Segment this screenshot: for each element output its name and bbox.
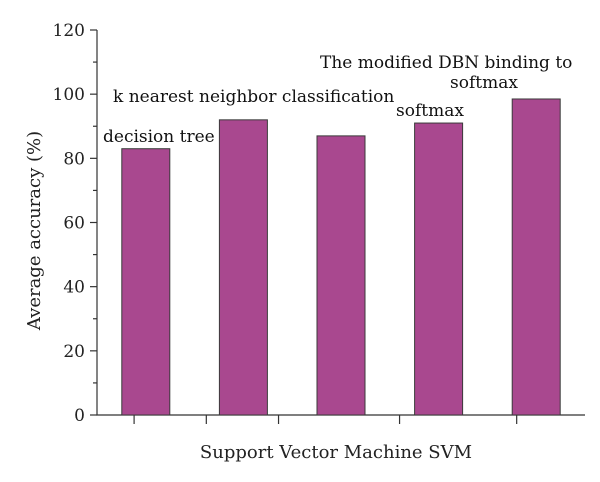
bar-annotation-line: softmax (396, 101, 464, 121)
y-tick-label: 60 (63, 214, 85, 234)
bar (218, 119, 268, 416)
bar-annotation: decision tree (103, 127, 215, 147)
bar (121, 148, 171, 416)
bar-annotation-line: decision tree (103, 127, 215, 147)
y-axis-label: Average accuracy (%) (24, 131, 45, 331)
bar (414, 122, 464, 416)
y-tick-label: 20 (63, 342, 85, 362)
bar (316, 135, 366, 416)
y-tick-label: 120 (53, 21, 85, 41)
y-tick-label: 80 (63, 149, 85, 169)
bar (511, 98, 561, 416)
plot-area: 0 20 40 60 80 100 120 decision tree k nearest ne… (53, 21, 585, 426)
y-tick-label: 100 (53, 85, 85, 105)
bar-annotation: softmax (396, 101, 464, 121)
bar-annotation-line: The modified DBN binding to (320, 53, 572, 73)
y-tick-label: 40 (63, 278, 85, 298)
bar-annotation-line: k nearest neighbor classification (113, 87, 394, 107)
bar-annotation: The modified DBN binding to softmax (320, 53, 572, 93)
y-tick-label: 0 (74, 406, 85, 426)
x-axis-label: Support Vector Machine SVM (200, 442, 472, 463)
bar-annotation-line: softmax (450, 73, 518, 93)
bar-annotation: k nearest neighbor classification (113, 87, 394, 107)
